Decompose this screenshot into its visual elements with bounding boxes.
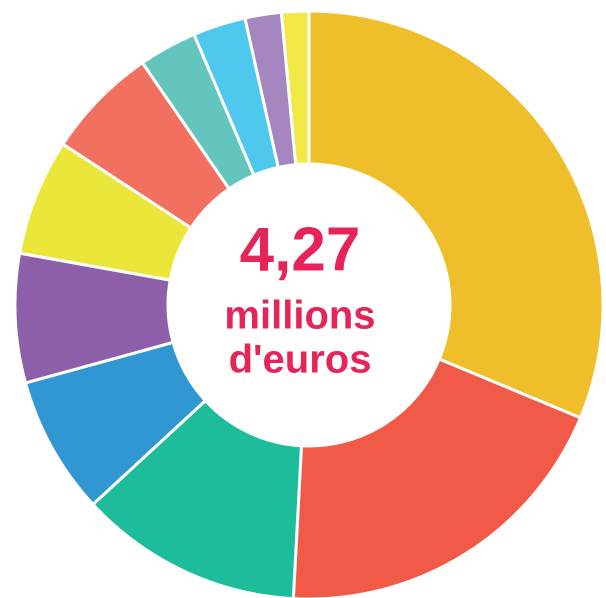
wedges bbox=[13, 9, 605, 598]
wedge bbox=[307, 9, 605, 420]
wedge bbox=[279, 9, 311, 167]
wedge bbox=[291, 357, 583, 598]
center-unit: millions bbox=[224, 294, 375, 338]
center-unit: d'euros bbox=[229, 338, 372, 382]
center-value: 4,27 bbox=[240, 215, 361, 284]
